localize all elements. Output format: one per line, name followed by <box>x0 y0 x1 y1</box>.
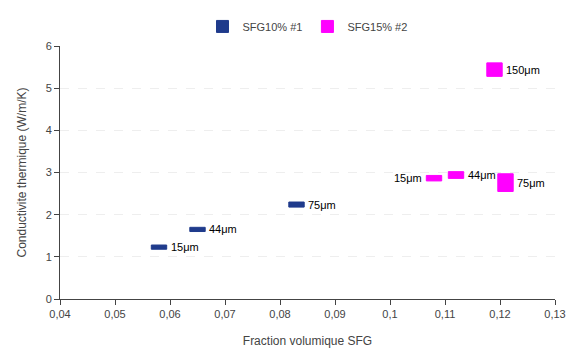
svg-text:Conductivite thermique (W/m/K): Conductivite thermique (W/m/K) <box>15 87 29 257</box>
svg-text:150μm: 150μm <box>506 64 540 76</box>
svg-text:75μm: 75μm <box>308 199 336 211</box>
svg-text:0,1: 0,1 <box>382 308 397 320</box>
svg-text:1: 1 <box>46 251 52 263</box>
svg-text:0,13: 0,13 <box>544 308 565 320</box>
svg-text:4: 4 <box>46 124 52 136</box>
svg-text:5: 5 <box>46 82 52 94</box>
svg-text:0,04: 0,04 <box>49 308 70 320</box>
svg-text:75μm: 75μm <box>517 177 545 189</box>
svg-text:SFG15% #2: SFG15% #2 <box>347 21 407 33</box>
svg-text:44μm: 44μm <box>468 169 496 181</box>
svg-text:44μm: 44μm <box>209 223 237 235</box>
svg-text:3: 3 <box>46 166 52 178</box>
svg-text:15μm: 15μm <box>394 172 422 184</box>
svg-text:0,06: 0,06 <box>159 308 180 320</box>
svg-text:SFG10% #1: SFG10% #1 <box>243 21 303 33</box>
svg-text:6: 6 <box>46 40 52 52</box>
svg-text:2: 2 <box>46 209 52 221</box>
svg-text:15μm: 15μm <box>171 241 199 253</box>
svg-text:0,11: 0,11 <box>435 308 456 320</box>
svg-text:0,08: 0,08 <box>269 308 290 320</box>
svg-text:0,05: 0,05 <box>104 308 125 320</box>
svg-text:0: 0 <box>46 293 52 305</box>
svg-text:0,07: 0,07 <box>214 308 235 320</box>
svg-text:Fraction volumique SFG: Fraction volumique SFG <box>243 334 372 348</box>
svg-text:0,09: 0,09 <box>324 308 345 320</box>
svg-text:0,12: 0,12 <box>489 308 510 320</box>
